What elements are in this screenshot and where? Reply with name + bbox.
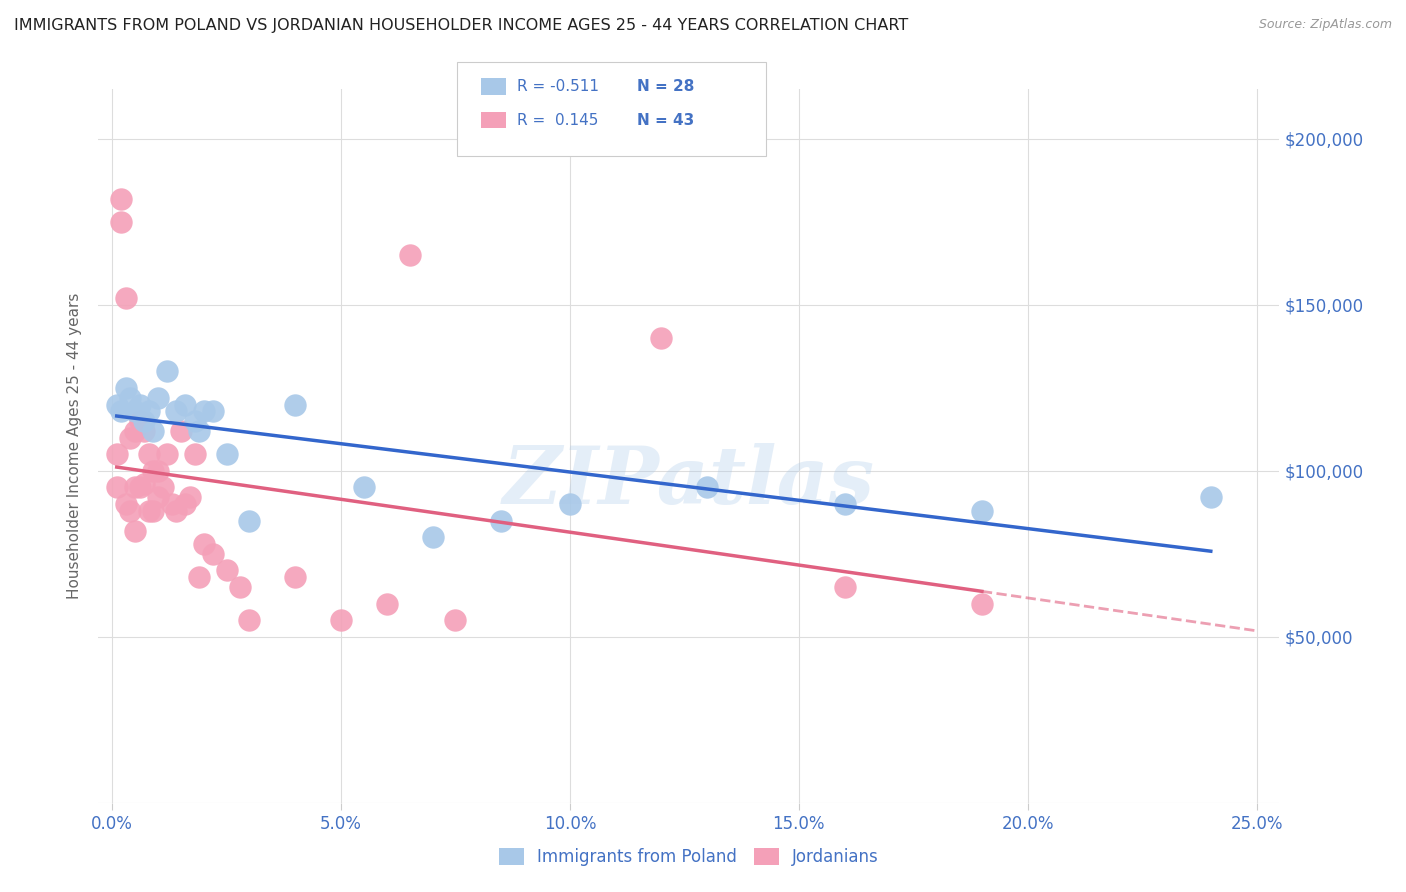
Point [138, 404, 160, 418]
Point [834, 580, 856, 594]
Point [124, 424, 146, 438]
Point [115, 381, 138, 395]
Point [110, 192, 132, 206]
Point [215, 564, 238, 578]
Point [105, 397, 128, 411]
Point [444, 613, 467, 627]
Point [834, 497, 856, 511]
Point [134, 414, 156, 428]
Point [1199, 491, 1222, 505]
Point [558, 497, 581, 511]
Point [215, 447, 238, 461]
Point [124, 481, 146, 495]
Point [142, 424, 165, 438]
Point [105, 481, 128, 495]
Point [142, 464, 165, 478]
Point [115, 497, 138, 511]
Point [156, 447, 179, 461]
Point [124, 524, 146, 538]
Point [110, 404, 132, 418]
Point [188, 424, 211, 438]
Point [134, 424, 156, 438]
Point [970, 597, 993, 611]
Point [179, 491, 201, 505]
Point [160, 497, 183, 511]
Point [120, 504, 142, 518]
Text: N = 28: N = 28 [637, 79, 695, 94]
Point [284, 570, 307, 584]
Point [353, 481, 375, 495]
Point [146, 491, 169, 505]
Point [174, 497, 197, 511]
Legend: Immigrants from Poland, Jordanians: Immigrants from Poland, Jordanians [492, 841, 886, 873]
Text: N = 43: N = 43 [637, 113, 695, 128]
Point [146, 391, 169, 405]
Point [120, 391, 142, 405]
Point [183, 414, 205, 428]
Point [201, 404, 224, 418]
Text: ZIPatlas: ZIPatlas [503, 443, 875, 520]
Text: Source: ZipAtlas.com: Source: ZipAtlas.com [1258, 18, 1392, 31]
Point [138, 447, 160, 461]
Point [238, 613, 260, 627]
Point [201, 547, 224, 561]
Point [138, 504, 160, 518]
Point [229, 580, 252, 594]
Point [170, 424, 193, 438]
Point [142, 504, 165, 518]
Point [422, 530, 444, 544]
Point [128, 414, 150, 428]
Point [124, 404, 146, 418]
Point [375, 597, 398, 611]
Point [970, 504, 993, 518]
Text: R =  0.145: R = 0.145 [517, 113, 599, 128]
Point [188, 570, 211, 584]
Text: R = -0.511: R = -0.511 [517, 79, 599, 94]
Point [110, 215, 132, 229]
Point [115, 291, 138, 305]
Point [238, 514, 260, 528]
Point [183, 447, 205, 461]
Point [146, 464, 169, 478]
Point [128, 481, 150, 495]
Point [174, 397, 197, 411]
Point [650, 331, 672, 345]
Point [134, 477, 156, 491]
Point [165, 404, 187, 418]
Point [120, 431, 142, 445]
Point [398, 248, 420, 262]
Point [165, 504, 187, 518]
Point [330, 613, 353, 627]
Point [193, 404, 215, 418]
Point [128, 397, 150, 411]
Point [152, 481, 174, 495]
Point [696, 481, 718, 495]
Point [193, 537, 215, 551]
Point [491, 514, 513, 528]
Point [156, 364, 179, 378]
Point [105, 447, 128, 461]
Point [284, 397, 307, 411]
Text: IMMIGRANTS FROM POLAND VS JORDANIAN HOUSEHOLDER INCOME AGES 25 - 44 YEARS CORREL: IMMIGRANTS FROM POLAND VS JORDANIAN HOUS… [14, 18, 908, 33]
Y-axis label: Householder Income Ages 25 - 44 years: Householder Income Ages 25 - 44 years [67, 293, 83, 599]
